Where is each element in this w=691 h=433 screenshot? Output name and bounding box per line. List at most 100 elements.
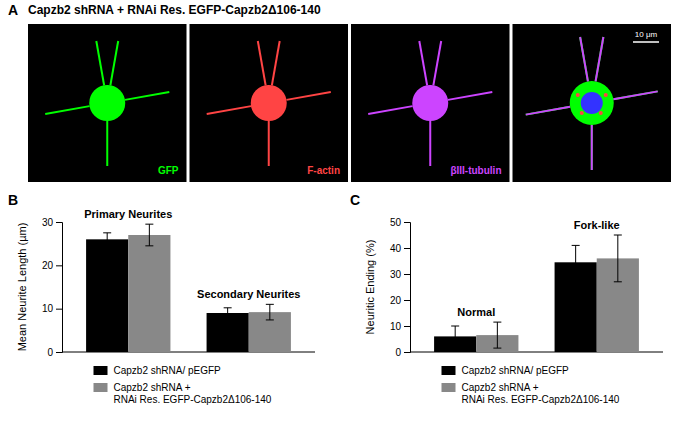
y-tick-mark bbox=[56, 265, 62, 266]
figure: A Capzb2 shRNA + RNAi Res. EGFP-Capzb2Δ10… bbox=[0, 0, 691, 433]
y-tick-label: 30 bbox=[390, 269, 402, 280]
error-bar-path bbox=[614, 235, 622, 282]
error-bar bbox=[103, 233, 111, 246]
legend-label: Capzb2 shRNA +RNAi Res. EGFP-Capzb2Δ106-… bbox=[462, 382, 620, 405]
neurite bbox=[433, 41, 441, 85]
neurite bbox=[106, 121, 108, 166]
title: Capzb2 shRNA + RNAi Res. EGFP-Capzb2Δ106… bbox=[28, 3, 321, 17]
neurite-overlay bbox=[591, 125, 593, 170]
y-tick: 10 bbox=[42, 303, 62, 314]
neurite-overlay bbox=[580, 37, 588, 81]
soma bbox=[570, 81, 614, 125]
image-panel: 10 μm bbox=[513, 24, 672, 182]
actin-dot bbox=[604, 93, 608, 97]
error-bar bbox=[493, 322, 501, 348]
bar bbox=[86, 239, 128, 352]
group-label: Normal bbox=[457, 306, 495, 318]
y-tick-label: 0 bbox=[395, 347, 401, 358]
image-panel: GFP bbox=[28, 24, 187, 182]
neurite-overlay bbox=[526, 107, 570, 115]
neurite bbox=[419, 41, 427, 85]
y-tick-label: 0 bbox=[47, 347, 53, 358]
error-bar-path bbox=[572, 245, 580, 279]
neurite bbox=[596, 37, 604, 81]
neurite bbox=[110, 41, 118, 85]
y-tick: 0 bbox=[47, 347, 62, 358]
channel-label: F-actin bbox=[307, 165, 340, 176]
error-bar bbox=[145, 224, 153, 246]
y-tick-mark bbox=[56, 309, 62, 310]
error-bar-path bbox=[103, 233, 111, 246]
image-background bbox=[513, 24, 672, 182]
soma bbox=[251, 85, 287, 121]
group-label: Secondary Neurites bbox=[197, 288, 300, 300]
y-tick-label: 10 bbox=[42, 303, 54, 314]
channel-label: βIII-tubulin bbox=[450, 165, 501, 176]
image-background bbox=[351, 24, 510, 182]
y-tick-mark bbox=[404, 326, 410, 327]
legend-swatch bbox=[94, 383, 108, 392]
y-tick: 20 bbox=[390, 295, 410, 306]
neurite bbox=[448, 92, 492, 100]
legend: Capzb2 shRNA/ pEGFPCapzb2 shRNA +RNAi Re… bbox=[442, 365, 620, 405]
neurite bbox=[96, 41, 104, 85]
y-tick: 40 bbox=[390, 243, 410, 254]
error-bar-path bbox=[493, 322, 501, 348]
legend: Capzb2 shRNA/ pEGFP Capzb2 shRNA +RNAi Re… bbox=[94, 365, 272, 405]
soma bbox=[89, 85, 125, 121]
actin-dot bbox=[580, 111, 584, 115]
group-label: Fork-like bbox=[574, 219, 620, 231]
plot: 0102030Primary NeuritesSecondary Neurite… bbox=[42, 208, 315, 358]
y-tick: 50 bbox=[390, 217, 410, 228]
scale-bar bbox=[633, 41, 659, 43]
neurite bbox=[45, 106, 89, 114]
neurite bbox=[268, 121, 270, 166]
legend-swatch bbox=[442, 383, 456, 392]
image-panel: βIII-tubulin bbox=[351, 24, 510, 182]
actin-dot bbox=[576, 93, 580, 97]
bar bbox=[207, 313, 249, 352]
y-tick-label: 40 bbox=[390, 243, 402, 254]
y-tick-label: 30 bbox=[42, 217, 54, 228]
y-tick-mark bbox=[404, 300, 410, 301]
y-tick-label: 10 bbox=[390, 321, 402, 332]
y-axis-title: Mean Neurite Length (µm) bbox=[16, 223, 28, 352]
panel-letter: B bbox=[8, 192, 18, 208]
error-bar bbox=[451, 326, 459, 347]
neurite bbox=[258, 41, 266, 85]
neurite bbox=[613, 91, 657, 99]
error-bar-path bbox=[451, 326, 459, 347]
y-tick-label: 50 bbox=[390, 217, 402, 228]
y-tick-mark bbox=[404, 248, 410, 249]
error-bar-path bbox=[266, 304, 274, 320]
error-bar-path bbox=[145, 224, 153, 246]
y-axis: 0 10 20 30 40 50 bbox=[390, 217, 411, 358]
image-background bbox=[28, 24, 187, 182]
soma bbox=[412, 85, 448, 121]
neurite bbox=[580, 37, 588, 81]
neurite bbox=[272, 41, 280, 85]
panel-letter: A bbox=[8, 2, 18, 18]
neurite-overlay bbox=[613, 91, 657, 99]
marks bbox=[434, 235, 639, 352]
legend-swatch bbox=[442, 366, 456, 375]
channel-label: GFP bbox=[158, 165, 179, 176]
image-panel: F-actin bbox=[190, 24, 349, 182]
neurite bbox=[125, 92, 169, 100]
bar bbox=[128, 235, 170, 352]
panel-letter: C bbox=[350, 192, 360, 208]
error-bar bbox=[224, 308, 232, 318]
error-bar-path bbox=[224, 308, 232, 318]
legend-label: Capzb2 shRNA +RNAi Res. EGFP-Capzb2Δ106-… bbox=[114, 382, 272, 405]
y-axis-title: Neuritic Ending (%) bbox=[364, 240, 376, 335]
actin-dot bbox=[599, 111, 603, 115]
plot: 0 10 20 30 40 50 Normal Fork-like bbox=[390, 217, 663, 358]
error-bar bbox=[572, 245, 580, 279]
legend-label: Capzb2 shRNA/ pEGFP bbox=[114, 365, 222, 376]
y-tick-label: 20 bbox=[390, 295, 402, 306]
y-axis-line bbox=[404, 223, 411, 353]
y-tick-mark bbox=[404, 222, 410, 223]
group-label: Primary Neurites bbox=[84, 208, 172, 220]
neurite-overlay bbox=[596, 37, 604, 81]
neurite bbox=[429, 121, 431, 166]
